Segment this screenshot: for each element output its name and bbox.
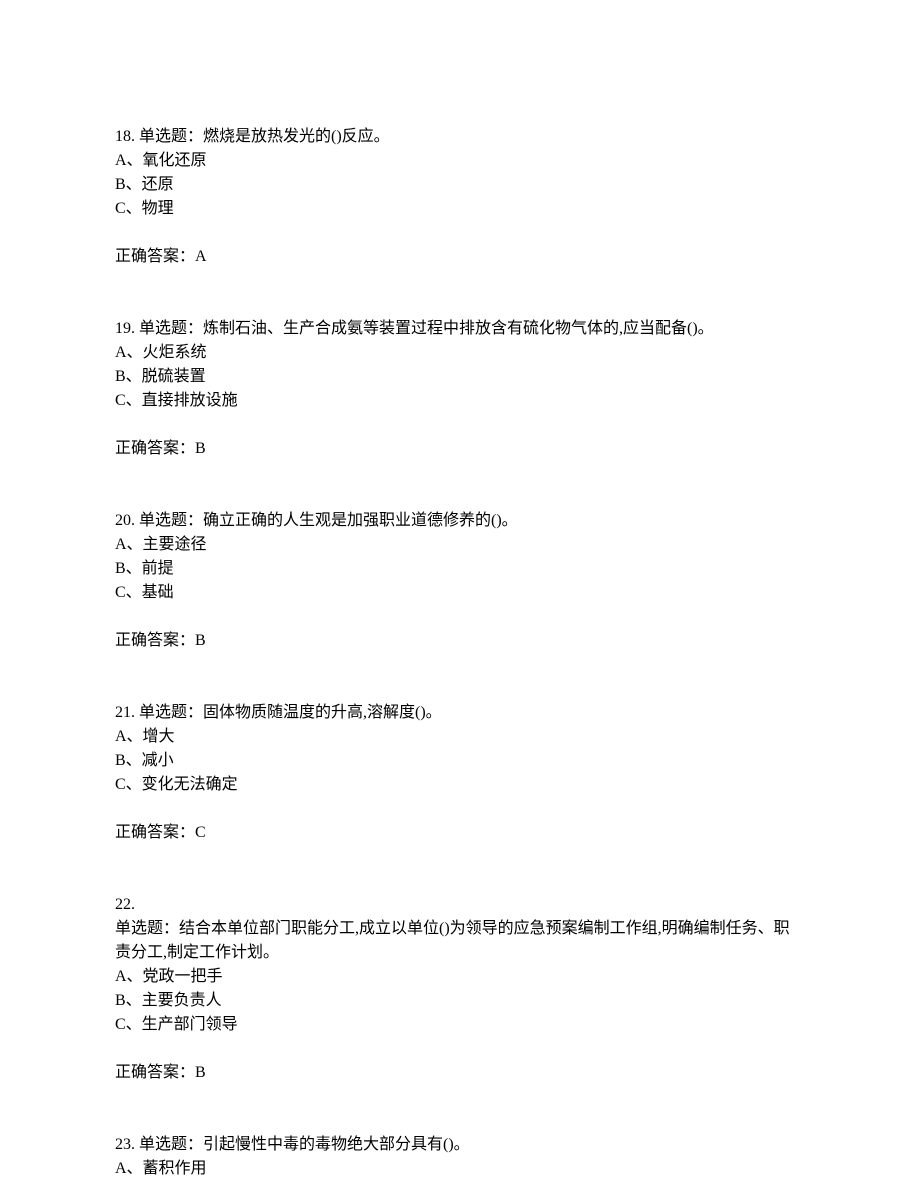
option-a: A、氧化还原 bbox=[115, 149, 805, 173]
question-text: 21. 单选题：固体物质随温度的升高,溶解度()。 bbox=[115, 701, 805, 725]
question-stem: 炼制石油、生产合成氨等装置过程中排放含有硫化物气体的,应当配备()。 bbox=[203, 320, 714, 337]
question-22: 22. 单选题：结合本单位部门职能分工,成立以单位()为领导的应急预案编制工作组… bbox=[115, 893, 805, 1085]
question-text: 18. 单选题：燃烧是放热发光的()反应。 bbox=[115, 125, 805, 149]
answer-label: 正确答案： bbox=[115, 632, 195, 649]
question-type: 单选题： bbox=[139, 128, 203, 145]
question-20: 20. 单选题：确立正确的人生观是加强职业道德修养的()。 A、主要途径 B、前… bbox=[115, 509, 805, 653]
answer-line: 正确答案：C bbox=[115, 821, 805, 845]
answer-line: 正确答案：A bbox=[115, 245, 805, 269]
option-b: B、脱硫装置 bbox=[115, 365, 805, 389]
question-text: 23. 单选题：引起慢性中毒的毒物绝大部分具有()。 bbox=[115, 1133, 805, 1157]
answer-line: 正确答案：B bbox=[115, 1061, 805, 1085]
option-b: B、减小 bbox=[115, 749, 805, 773]
question-21: 21. 单选题：固体物质随温度的升高,溶解度()。 A、增大 B、减小 C、变化… bbox=[115, 701, 805, 845]
question-type: 单选题： bbox=[115, 920, 179, 937]
question-number: 18. bbox=[115, 128, 135, 145]
answer-line: 正确答案：B bbox=[115, 629, 805, 653]
option-c: C、基础 bbox=[115, 581, 805, 605]
option-b: B、主要负责人 bbox=[115, 989, 805, 1013]
answer-value: B bbox=[195, 1064, 206, 1081]
question-19: 19. 单选题：炼制石油、生产合成氨等装置过程中排放含有硫化物气体的,应当配备(… bbox=[115, 317, 805, 461]
question-number: 20. bbox=[115, 512, 135, 529]
answer-label: 正确答案： bbox=[115, 824, 195, 841]
question-type: 单选题： bbox=[139, 320, 203, 337]
option-c: C、变化无法确定 bbox=[115, 773, 805, 797]
question-stem: 燃烧是放热发光的()反应。 bbox=[203, 128, 390, 145]
question-stem: 固体物质随温度的升高,溶解度()。 bbox=[203, 704, 442, 721]
question-stem: 确立正确的人生观是加强职业道德修养的()。 bbox=[203, 512, 518, 529]
answer-label: 正确答案： bbox=[115, 440, 195, 457]
option-c: C、生产部门领导 bbox=[115, 1013, 805, 1037]
option-c: C、直接排放设施 bbox=[115, 389, 805, 413]
answer-value: B bbox=[195, 440, 206, 457]
option-a: A、火炬系统 bbox=[115, 341, 805, 365]
option-a: A、主要途径 bbox=[115, 533, 805, 557]
question-number: 22. bbox=[115, 893, 805, 917]
answer-line: 正确答案：B bbox=[115, 437, 805, 461]
question-type: 单选题： bbox=[139, 512, 203, 529]
answer-value: A bbox=[195, 248, 207, 265]
question-18: 18. 单选题：燃烧是放热发光的()反应。 A、氧化还原 B、还原 C、物理 正… bbox=[115, 125, 805, 269]
answer-value: B bbox=[195, 632, 206, 649]
question-type: 单选题： bbox=[139, 704, 203, 721]
option-b: B、前提 bbox=[115, 557, 805, 581]
question-text: 单选题：结合本单位部门职能分工,成立以单位()为领导的应急预案编制工作组,明确编… bbox=[115, 917, 805, 965]
option-a: A、增大 bbox=[115, 725, 805, 749]
option-b: B、还原 bbox=[115, 173, 805, 197]
question-number: 23. bbox=[115, 1136, 135, 1153]
question-text: 20. 单选题：确立正确的人生观是加强职业道德修养的()。 bbox=[115, 509, 805, 533]
option-a: A、蓄积作用 bbox=[115, 1157, 805, 1181]
answer-value: C bbox=[195, 824, 206, 841]
question-text: 19. 单选题：炼制石油、生产合成氨等装置过程中排放含有硫化物气体的,应当配备(… bbox=[115, 317, 805, 341]
question-23: 23. 单选题：引起慢性中毒的毒物绝大部分具有()。 A、蓄积作用 bbox=[115, 1133, 805, 1181]
question-stem: 引起慢性中毒的毒物绝大部分具有()。 bbox=[203, 1136, 470, 1153]
question-stem: 结合本单位部门职能分工,成立以单位()为领导的应急预案编制工作组,明确编制任务、… bbox=[115, 920, 790, 961]
question-number: 19. bbox=[115, 320, 135, 337]
question-number: 21. bbox=[115, 704, 135, 721]
question-type: 单选题： bbox=[139, 1136, 203, 1153]
option-c: C、物理 bbox=[115, 197, 805, 221]
answer-label: 正确答案： bbox=[115, 248, 195, 265]
option-a: A、党政一把手 bbox=[115, 965, 805, 989]
answer-label: 正确答案： bbox=[115, 1064, 195, 1081]
